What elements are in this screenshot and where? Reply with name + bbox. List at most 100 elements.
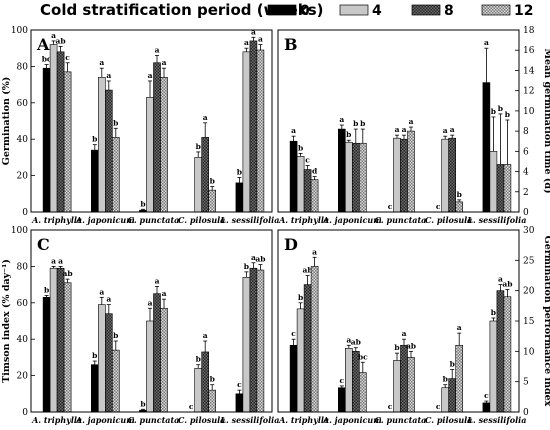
legend-swatch-4 xyxy=(339,4,369,16)
data-label-A-4-4: a xyxy=(244,38,249,47)
bar-D-3-4 xyxy=(441,387,450,413)
plot-frame-C xyxy=(30,229,273,413)
panel-A: bcbbbaaabaabaaaacbabaA020406080100Germin… xyxy=(1,26,279,225)
category-label-A-4: L. sessilifolia xyxy=(219,215,279,225)
y-axis-label-B: Mean germination time (d) xyxy=(542,49,550,194)
ytick-label-D-2: 10 xyxy=(523,347,535,357)
ytick-label-D-0: 0 xyxy=(523,408,529,418)
bar-A-3-8 xyxy=(201,137,209,213)
data-label-C-2-8: a xyxy=(155,276,160,285)
data-label-B-0-12: d xyxy=(312,167,318,176)
ytick-label-B-4: 8 xyxy=(523,127,529,137)
category-label-B-0: A. triphylla xyxy=(278,215,329,225)
data-label-D-0-4: b xyxy=(298,293,303,302)
bar-C-3-12 xyxy=(208,389,216,413)
bar-C-1-0 xyxy=(91,364,99,413)
bar-A-0-4 xyxy=(49,44,58,213)
bar-D-4-8 xyxy=(496,290,505,413)
data-label-D-1-0: c xyxy=(340,376,345,385)
bar-C-3-8 xyxy=(201,351,209,413)
y-axis-label-C: Timson index (% day⁻¹) xyxy=(1,259,12,383)
bar-A-2-12 xyxy=(160,77,168,213)
panel-letter-A: A xyxy=(36,35,50,54)
data-label-B-1-12: b xyxy=(360,119,365,128)
legend-title: Cold stratification period (weeks) xyxy=(40,1,324,19)
data-label-C-0-0: b xyxy=(44,286,49,295)
bar-A-0-8 xyxy=(56,51,65,213)
ytick-label-D-1: 5 xyxy=(523,378,529,388)
category-label-D-1: A. japonicum xyxy=(322,415,382,425)
data-label-B-4-12: b xyxy=(505,110,510,119)
bar-B-4-12 xyxy=(503,164,512,213)
bar-A-1-0 xyxy=(91,149,99,213)
bar-B-0-0 xyxy=(289,140,298,213)
data-label-A-3-4: b xyxy=(196,142,201,151)
data-label-B-1-4: b xyxy=(346,130,351,139)
bar-B-0-12 xyxy=(310,179,319,213)
data-label-A-1-12: b xyxy=(113,118,118,127)
ytick-label-A-3: 60 xyxy=(17,99,29,109)
data-label-D-2-4: b xyxy=(394,343,399,352)
ytick-label-A-4: 80 xyxy=(17,62,29,72)
data-label-C-2-12: a xyxy=(162,289,167,298)
bar-B-2-4 xyxy=(393,137,401,213)
panel-D: ccc ccbabbbabababaabcabaabD051015202530Ge… xyxy=(277,226,550,425)
bar-D-3-8 xyxy=(448,378,457,413)
bar-D-2-12 xyxy=(407,357,415,413)
ytick-label-B-5: 10 xyxy=(523,107,535,117)
ytick-label-B-9: 18 xyxy=(523,26,535,36)
category-label-B-2: C. punctata xyxy=(375,215,427,225)
bar-B-4-8 xyxy=(496,164,505,213)
data-label-A-1-8: a xyxy=(106,71,111,80)
data-label-B-3-4: a xyxy=(443,126,448,135)
bar-D-0-4 xyxy=(296,308,305,413)
data-label-C-4-4: b xyxy=(244,262,249,271)
data-label-A-2-12: a xyxy=(162,58,167,67)
ytick-label-C-5: 100 xyxy=(11,226,28,236)
category-label-D-3: C. pilosula xyxy=(425,415,472,425)
data-label-C-1-0: b xyxy=(92,351,97,360)
bar-B-1-4 xyxy=(344,141,353,213)
legend-swatch-12 xyxy=(481,4,511,16)
ytick-label-A-2: 40 xyxy=(17,135,29,145)
data-label-D-1-8: ab xyxy=(351,338,361,347)
ytick-label-C-3: 60 xyxy=(17,299,29,309)
category-label-D-2: C. punctata xyxy=(375,415,427,425)
ytick-label-B-0: 0 xyxy=(523,208,529,218)
bar-C-1-8 xyxy=(105,313,113,413)
data-label-C-0-12: ab xyxy=(63,269,73,278)
bar-C-2-8 xyxy=(153,293,161,413)
panel-C: bbb ccaaabbaaaaaabbababC020406080100Timso… xyxy=(1,226,279,425)
data-label-A-0-4: a xyxy=(51,31,56,40)
panel-letter-B: B xyxy=(284,35,298,54)
bar-D-0-8 xyxy=(303,284,312,413)
data-label-C-1-4: a xyxy=(99,287,104,296)
bar-D-4-12 xyxy=(503,296,512,413)
data-label-D-2-8: a xyxy=(402,329,407,338)
data-label-B-3-0: c xyxy=(436,202,441,211)
data-label-C-1-8: a xyxy=(106,295,111,304)
ytick-label-A-1: 20 xyxy=(17,172,29,182)
y-axis-label-D: Germination performance index xyxy=(542,236,550,407)
bar-A-1-8 xyxy=(105,89,113,213)
category-label-C-3: C. pilosula xyxy=(178,415,225,425)
bar-B-1-8 xyxy=(351,142,360,213)
data-label-A-1-4: a xyxy=(99,58,104,67)
data-label-B-4-8: b xyxy=(498,104,503,113)
panel-letter-C: C xyxy=(37,235,50,254)
bar-C-0-0 xyxy=(42,297,51,413)
bar-B-3-8 xyxy=(448,137,457,213)
data-label-A-2-8: a xyxy=(155,45,160,54)
bar-B-0-4 xyxy=(296,156,305,213)
bar-D-2-4 xyxy=(393,360,401,413)
data-label-C-2-0: b xyxy=(140,399,145,408)
bar-D-0-12 xyxy=(310,266,319,413)
data-label-A-4-8: a xyxy=(251,27,256,36)
bar-C-0-8 xyxy=(56,267,65,413)
bar-A-0-0 xyxy=(42,67,51,213)
legend-swatch-8 xyxy=(411,4,441,16)
data-label-D-3-0: c xyxy=(436,402,441,411)
bar-C-2-4 xyxy=(146,320,154,413)
data-label-C-0-8: a xyxy=(58,256,63,265)
